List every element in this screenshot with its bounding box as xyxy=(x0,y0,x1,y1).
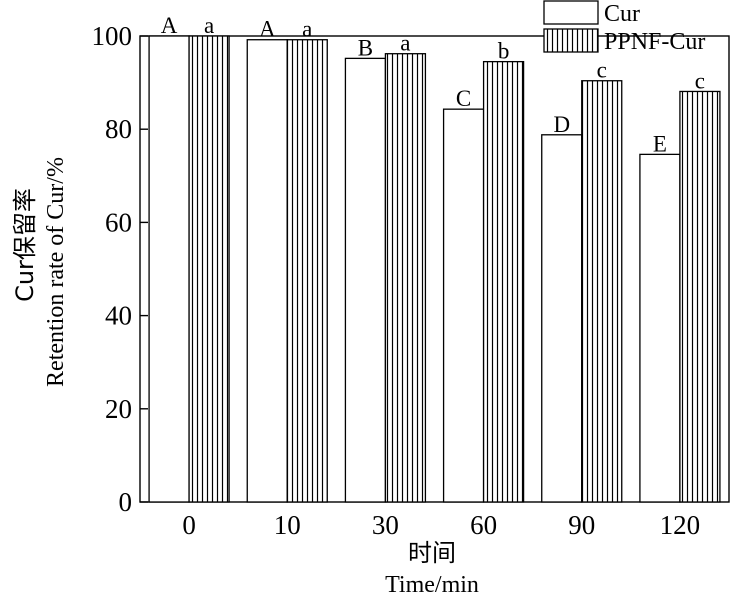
bar-letter-ppnf-cur: a xyxy=(302,17,312,42)
bar-letter-cur: B xyxy=(358,35,373,60)
bar-cur xyxy=(541,134,583,503)
plot-area xyxy=(139,35,730,503)
bar-ppnf-cur xyxy=(384,53,427,503)
x-tick-label: 120 xyxy=(660,510,701,540)
y-tick-label: 0 xyxy=(119,487,133,517)
plot-frame xyxy=(139,35,730,503)
bar-ppnf-cur xyxy=(286,39,328,503)
x-axis-ticks: 0 10 30 60 90 120 xyxy=(182,510,700,540)
bars-group xyxy=(148,35,721,503)
legend-label-cur: Cur xyxy=(604,1,640,27)
bar-cur xyxy=(246,39,288,503)
y-axis-ticks: 0 20 40 60 80 100 xyxy=(92,21,148,517)
y-tick-label: 100 xyxy=(92,21,133,51)
y-axis-label-cn: Cur保留率 xyxy=(11,188,39,302)
x-tick-label: 60 xyxy=(470,510,497,540)
bar-ppnf-cur xyxy=(188,35,230,503)
bar-letter-ppnf-cur: a xyxy=(400,31,410,56)
bar-ppnf-cur xyxy=(679,90,721,503)
bar-letter-ppnf-cur: a xyxy=(204,13,214,38)
y-axis-label-en: Retention rate of Cur/% xyxy=(43,157,69,387)
bar-letter-cur: E xyxy=(653,131,667,156)
x-axis-label-cn: 时间 xyxy=(408,539,456,567)
bar-ppnf-cur xyxy=(581,80,623,503)
bar-cur xyxy=(344,57,387,503)
bar-letter-cur: D xyxy=(553,112,570,137)
bar-cur xyxy=(639,153,681,503)
x-axis-label-en: Time/min xyxy=(385,572,479,597)
x-tick-label: 0 xyxy=(182,510,196,540)
legend-swatch-cur xyxy=(543,0,599,25)
bar-ppnf-cur xyxy=(482,60,525,503)
y-tick-label: 80 xyxy=(105,114,132,144)
x-tick-label: 30 xyxy=(372,510,399,540)
y-tick-label: 60 xyxy=(105,207,132,237)
bar-letter-cur: A xyxy=(259,17,276,42)
bar-letter-ppnf-cur: c xyxy=(597,58,607,83)
bar-letter-ppnf-cur: c xyxy=(695,68,705,93)
legend-swatch-ppnf-cur xyxy=(543,28,599,53)
bar-letter-ppnf-cur: b xyxy=(498,39,510,64)
legend-label-ppnf-cur: PPNF-Cur xyxy=(604,29,705,55)
bar-cur xyxy=(148,35,190,503)
x-tick-label: 10 xyxy=(274,510,301,540)
legend: Cur PPNF-Cur xyxy=(543,0,705,55)
bar-cur xyxy=(442,108,485,503)
bar-letter-cur: A xyxy=(161,13,178,38)
y-tick-label: 20 xyxy=(105,394,132,424)
y-tick-label: 40 xyxy=(105,301,132,331)
x-tick-label: 90 xyxy=(568,510,595,540)
bar-letter-cur: C xyxy=(456,86,471,111)
